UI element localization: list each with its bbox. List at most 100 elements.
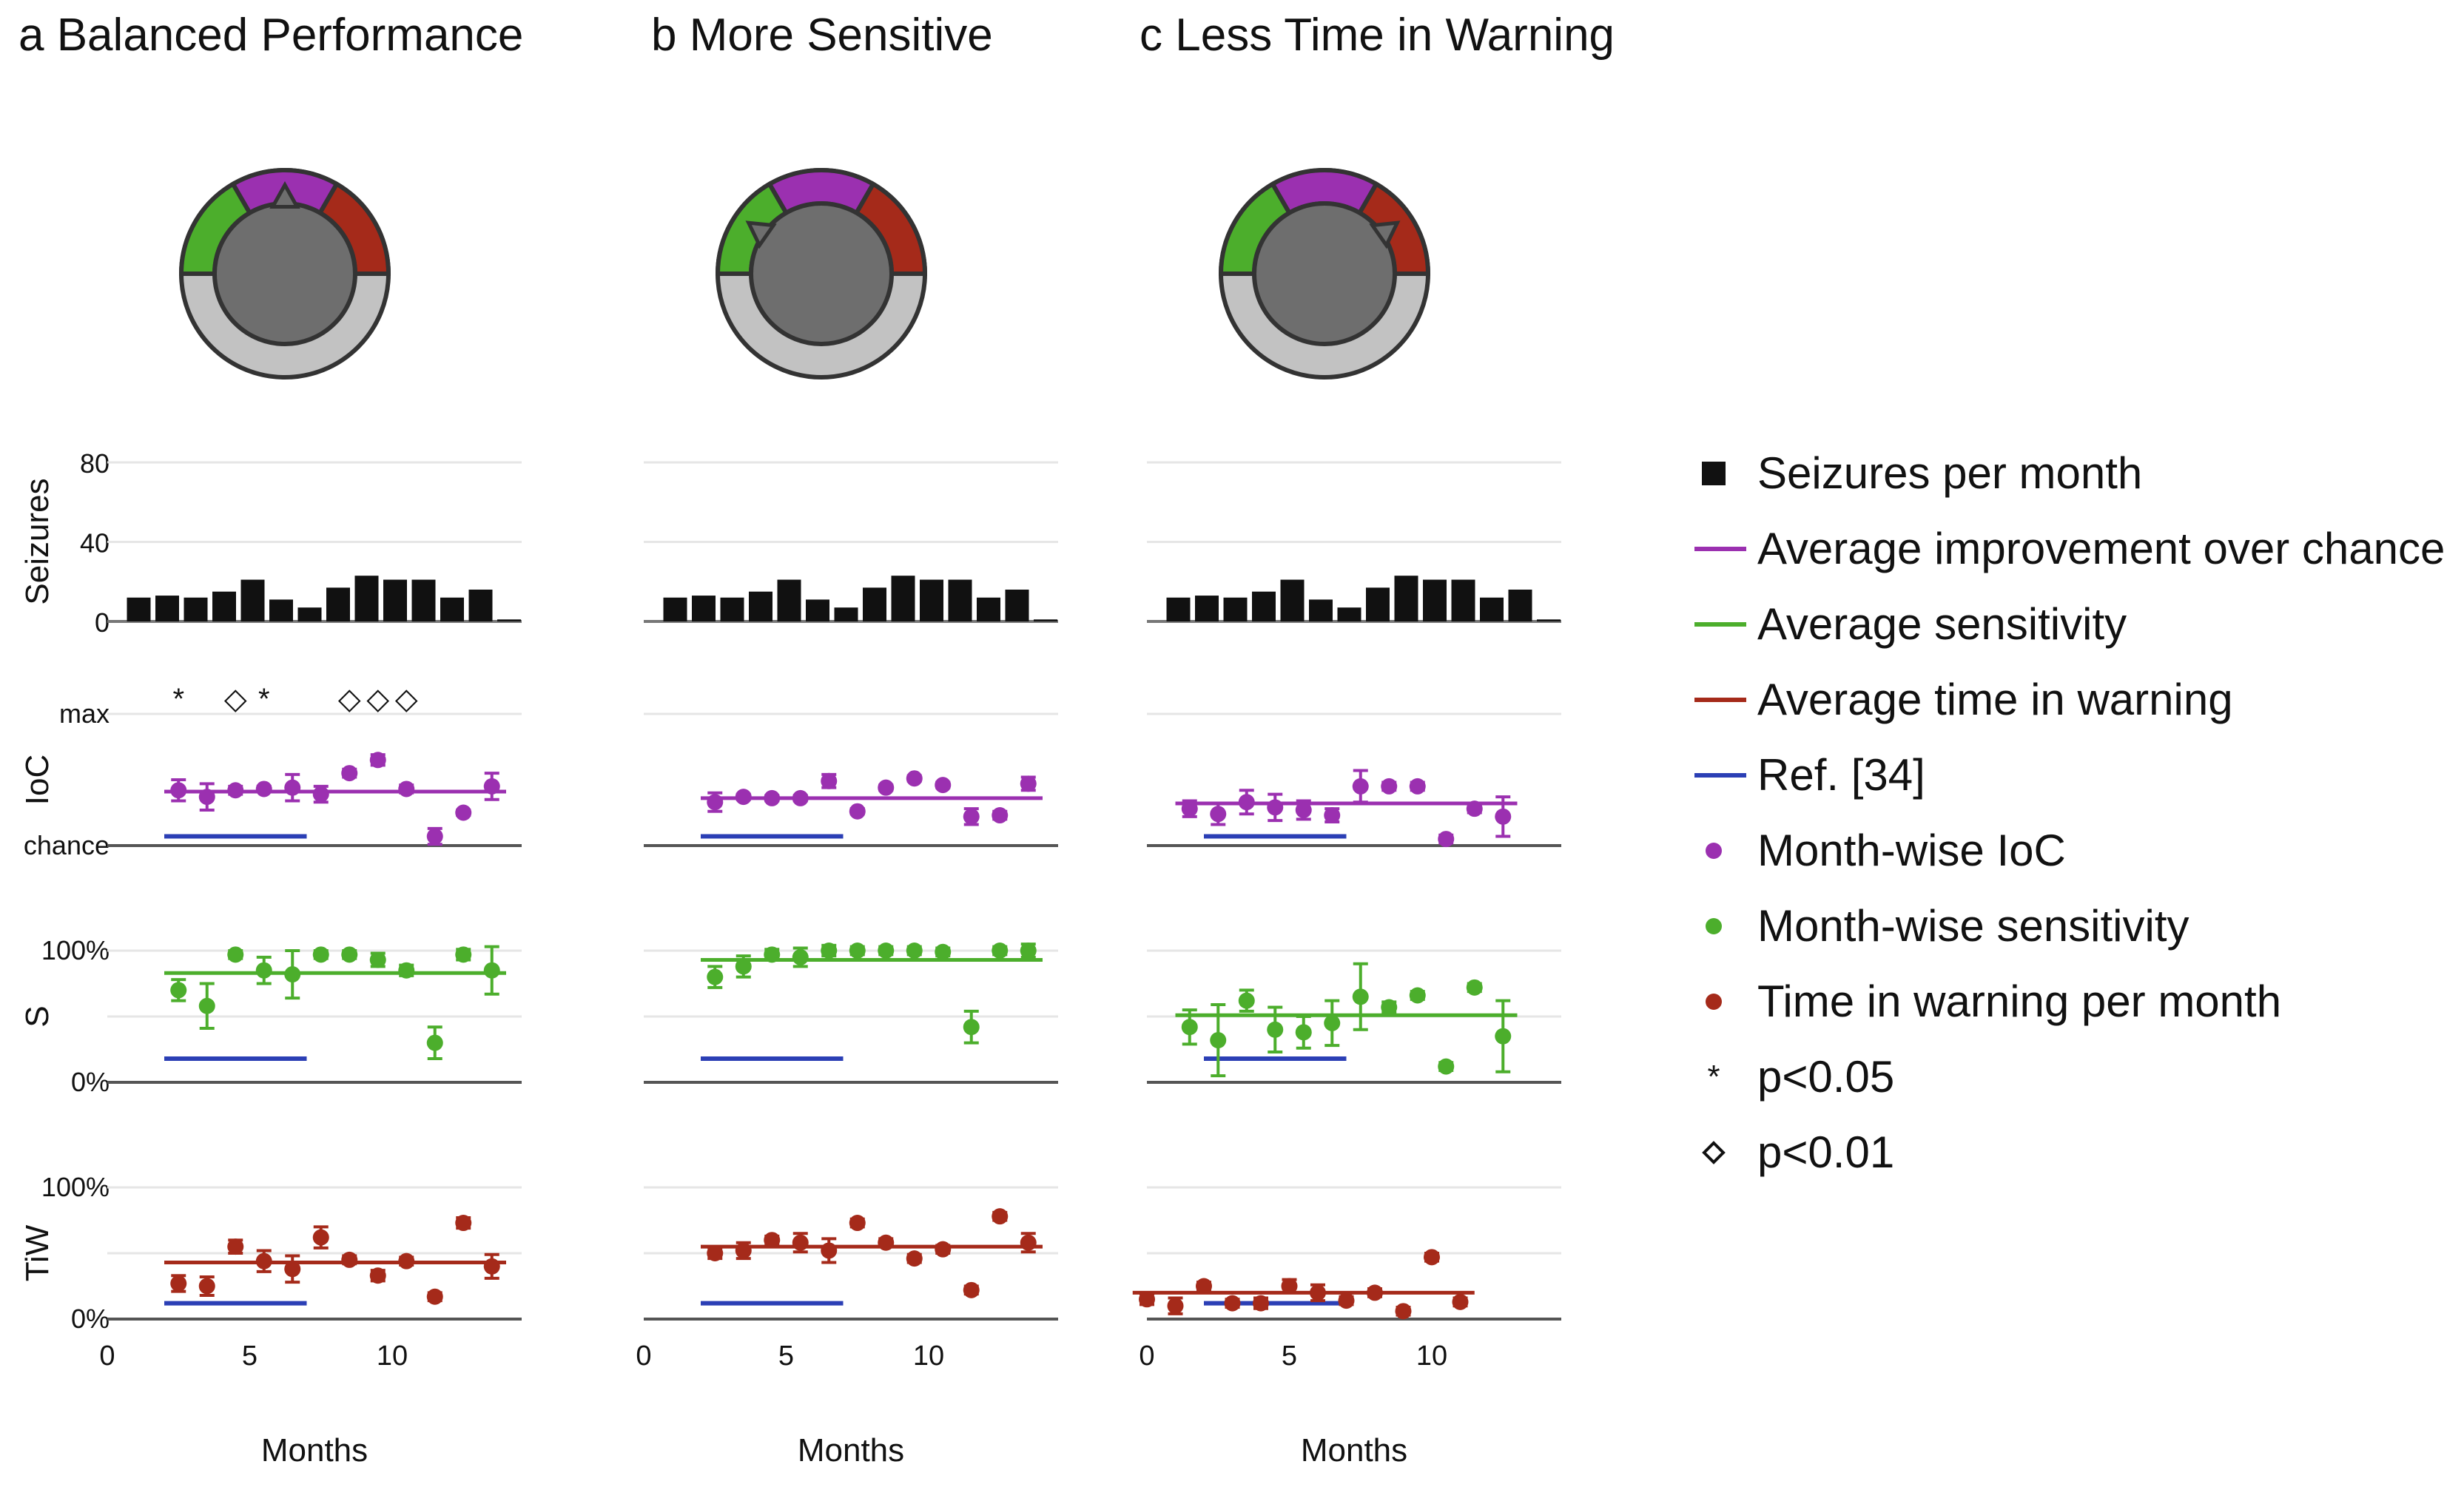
tiw-point [935, 1241, 952, 1258]
x-tick-label: 5 [1282, 1341, 1297, 1372]
ioc-point [227, 782, 244, 799]
sensitivity-point [1181, 1019, 1198, 1036]
tiw-point [1139, 1291, 1155, 1308]
ioc-point [764, 789, 781, 806]
ioc-point [1181, 800, 1198, 817]
seizure-bar [1166, 597, 1191, 621]
tiw-point [369, 1267, 386, 1284]
seizure-bar [326, 587, 350, 621]
ioc-point [455, 804, 472, 821]
legend-label: Average sensitivity [1757, 599, 2127, 649]
sensitivity-point [821, 943, 838, 959]
sensitivity-point [455, 946, 472, 963]
legend-star-icon: * [1707, 1059, 1720, 1095]
dial-pointer [269, 181, 300, 209]
performance-dial [178, 168, 391, 380]
legend: Seizures per month Average improvement ov… [1694, 448, 2445, 1177]
seizure-bar [155, 596, 179, 621]
ioc-point [735, 789, 752, 806]
ioc-point [906, 770, 923, 787]
ioc-point [1210, 806, 1227, 823]
y-label-sensitivity: S [19, 1005, 55, 1027]
ioc-point [1020, 775, 1037, 792]
ioc-point [1352, 778, 1369, 795]
seizure-bar [1366, 587, 1390, 621]
sensitivity-point [284, 966, 301, 983]
tiw-point [849, 1215, 866, 1232]
seizure-bar [777, 579, 801, 621]
tiw-point [906, 1250, 923, 1267]
tiw-point [792, 1234, 809, 1251]
sensitivity-point [1238, 992, 1255, 1009]
tiw-point [735, 1242, 752, 1259]
legend-label: p<0.05 [1757, 1052, 1894, 1102]
ioc-point [1495, 808, 1512, 825]
ioc-point [341, 765, 358, 782]
sensitivity-point [1438, 1058, 1455, 1075]
legend-square-icon [1702, 462, 1726, 485]
tiw-point [1224, 1295, 1241, 1312]
legend-item: Time in warning per month [1706, 977, 2281, 1026]
tiw-point [707, 1245, 724, 1261]
seizure-bar [1423, 579, 1447, 621]
tiw-point [1196, 1278, 1212, 1295]
tiw-point [1167, 1298, 1184, 1315]
ioc-point [935, 777, 952, 794]
sensitivity-point [255, 962, 272, 979]
ioc-point [963, 808, 980, 825]
percent-tick-label: 100% [41, 1172, 110, 1202]
percent-tick-label: 0% [71, 1067, 110, 1097]
sensitivity-point [1020, 943, 1037, 959]
ioc-point [1381, 778, 1398, 795]
ioc-tick-chance: chance [24, 830, 110, 860]
tiw-point [1310, 1284, 1326, 1301]
tiw-point [963, 1281, 980, 1298]
tiw-point [227, 1238, 244, 1255]
sensitivity-point [1495, 1028, 1512, 1045]
seizure-bar [1309, 599, 1333, 621]
legend-diamond-icon [1702, 1141, 1726, 1164]
tiw-point [1338, 1292, 1355, 1309]
tiw-point [398, 1252, 415, 1269]
sensitivity-point [1409, 987, 1426, 1004]
seizure-bar [184, 597, 208, 621]
ioc-point [1238, 794, 1255, 811]
ioc-point [369, 752, 386, 769]
seizure-tick-label: 0 [95, 607, 110, 638]
y-label-ioc: IoC [19, 755, 55, 805]
sensitivity-point [735, 958, 752, 975]
dial-inner-disc [749, 201, 894, 346]
performance-dial [1218, 168, 1431, 380]
legend-item: Month-wise sensitivity [1706, 901, 2189, 951]
sensitivity-point [1267, 1021, 1284, 1038]
ioc-point [398, 780, 415, 798]
sensitivity-point [312, 946, 329, 963]
tiw-point [1424, 1249, 1440, 1266]
legend-item: * p<0.05 [1707, 1052, 1894, 1102]
ioc-point [284, 779, 301, 796]
sensitivity-point [170, 982, 187, 999]
sensitivity-point [707, 968, 724, 985]
seizure-bar [834, 607, 858, 621]
seizure-bar [1005, 590, 1029, 621]
seizure-bar [1480, 597, 1504, 621]
dial-pointer [745, 220, 777, 249]
ioc-point [707, 794, 724, 811]
ioc-point [1295, 801, 1312, 818]
seizure-bar [440, 597, 464, 621]
tiw-point [1395, 1303, 1412, 1320]
significance-marker: * [258, 683, 270, 715]
tiw-point [1253, 1295, 1269, 1312]
legend-item: p<0.01 [1702, 1127, 1894, 1177]
legend-item: Average sensitivity [1694, 599, 2127, 649]
sensitivity-point [1466, 979, 1483, 996]
ioc-point [198, 789, 215, 806]
seizure-bar [1252, 591, 1276, 621]
legend-item: Average time in warning [1694, 675, 2233, 724]
dial-inner-disc [212, 201, 357, 346]
legend-label: Average improvement over chance [1757, 524, 2445, 573]
ioc-point [992, 807, 1009, 824]
sensitivity-point [1352, 988, 1369, 1005]
legend-label: p<0.01 [1757, 1127, 1894, 1177]
legend-label: Month-wise sensitivity [1757, 901, 2189, 951]
